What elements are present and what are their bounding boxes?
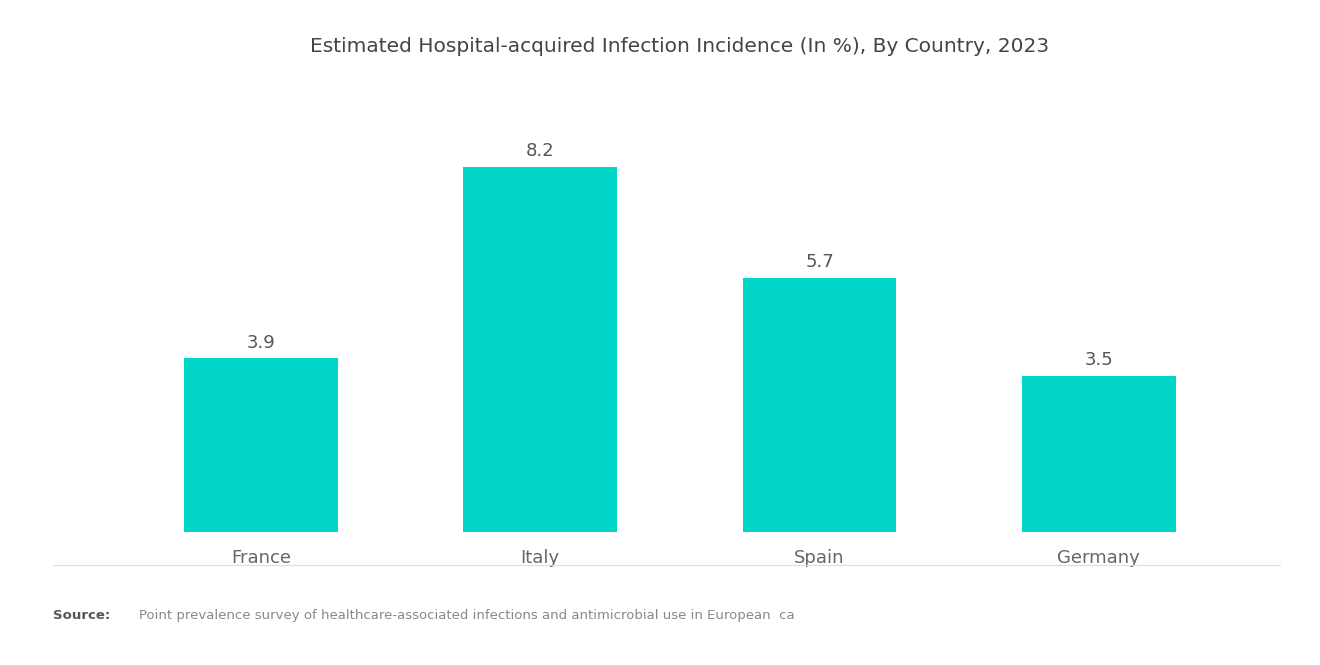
Text: Source:: Source: [53,608,110,622]
Bar [183,358,338,532]
Bar [463,167,616,532]
Title: Estimated Hospital-acquired Infection Incidence (In %), By Country, 2023: Estimated Hospital-acquired Infection In… [310,37,1049,56]
Text: Point prevalence survey of healthcare-associated infections and antimicrobial us: Point prevalence survey of healthcare-as… [139,608,795,622]
Text: 3.9: 3.9 [247,334,275,352]
Bar [1022,376,1176,532]
Text: 3.5: 3.5 [1085,351,1113,369]
Bar [743,278,896,532]
Text: 5.7: 5.7 [805,253,834,271]
Text: 8.2: 8.2 [525,142,554,160]
